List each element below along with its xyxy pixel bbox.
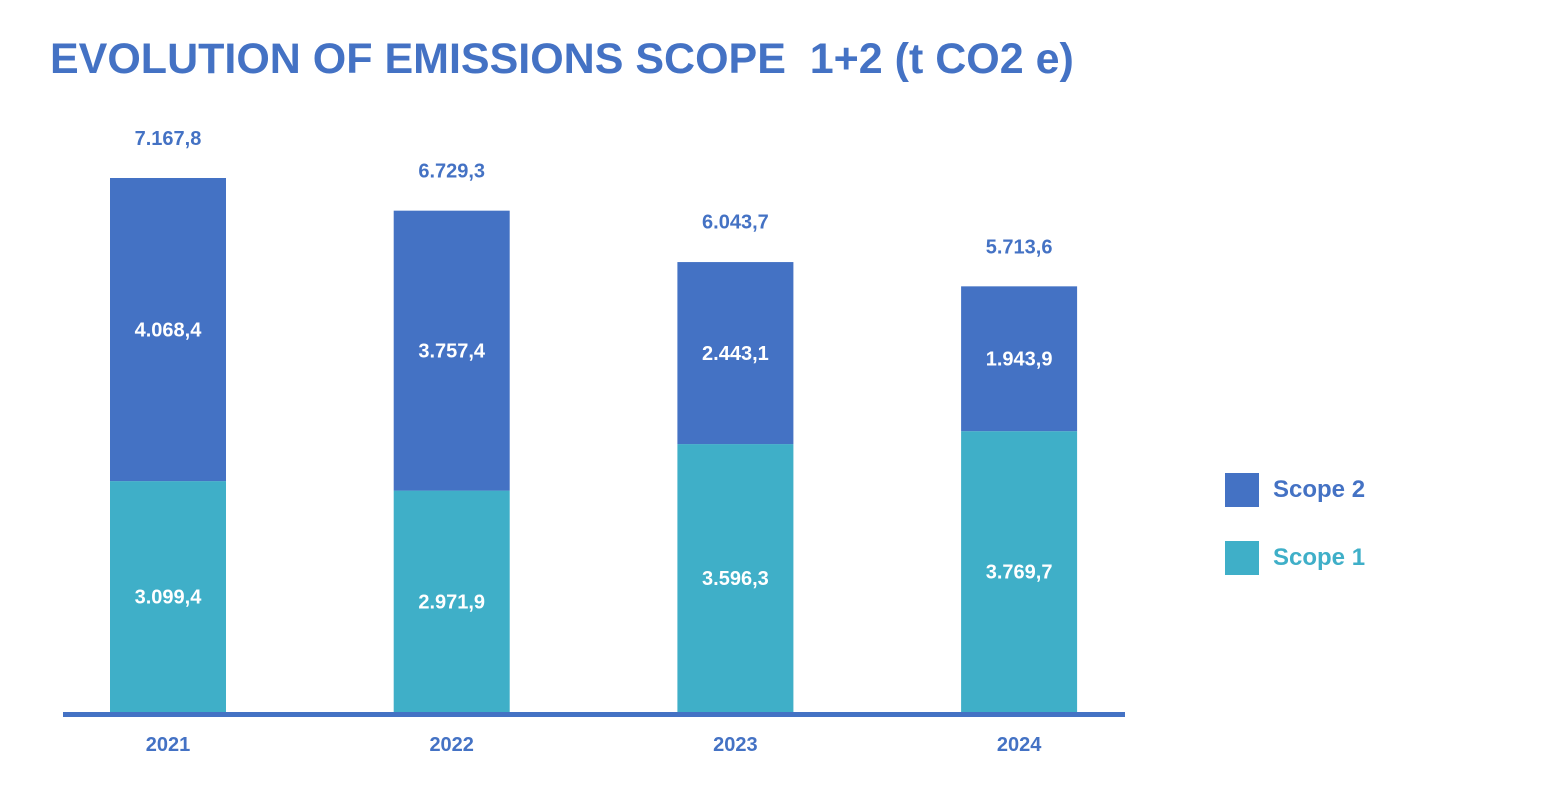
- bar-scope-1-2022: [393, 490, 510, 712]
- bar-scope-2-2021: [110, 178, 226, 482]
- legend-swatch-scope-2: [1225, 473, 1259, 507]
- x-tick-label-2021: 2021: [146, 734, 191, 756]
- legend-swatch-scope-1: [1225, 541, 1259, 575]
- data-label-scope-2-2024: 1.943,9: [986, 349, 1053, 371]
- bar-scope-1-2024: [961, 431, 1078, 712]
- data-label-scope-2-2022: 3.757,4: [418, 341, 486, 363]
- legend-label-scope-1: Scope 1: [1273, 544, 1366, 571]
- bar-scope-2-2022: [393, 210, 510, 491]
- legend-item-scope-1: Scope 1: [1225, 541, 1485, 575]
- total-label-2021: 7.167,8: [135, 128, 202, 150]
- chart-title: EVOLUTION OF EMISSIONS SCOPE 1+2 (t CO2 …: [50, 35, 1074, 83]
- x-tick-label-2022: 2022: [429, 734, 474, 756]
- bars-group: [110, 178, 1078, 712]
- data-label-scope-1-2024: 3.769,7: [986, 562, 1053, 584]
- legend-item-scope-2: Scope 2: [1225, 473, 1485, 507]
- data-label-scope-2-2023: 2.443,1: [702, 343, 769, 365]
- x-tick-label-2023: 2023: [713, 734, 758, 756]
- data-label-scope-2-2021: 4.068,4: [135, 320, 203, 342]
- x-axis-labels-group: 2021 2022 2023 2024: [146, 734, 1042, 756]
- total-label-2023: 6.043,7: [702, 212, 769, 234]
- bar-scope-2-2023: [677, 262, 794, 445]
- bar-scope-2-2024: [961, 286, 1078, 432]
- data-label-scope-1-2021: 3.099,4: [135, 587, 203, 609]
- data-label-scope-1-2023: 3.596,3: [702, 568, 769, 590]
- bar-scope-1-2023: [677, 444, 794, 712]
- segment-labels-group: 3.099,4 4.068,4 2.971,9 3.757,4 3.596,3 2.443…: [135, 320, 1053, 614]
- legend-label-scope-2: Scope 2: [1273, 476, 1366, 503]
- total-label-2022: 6.729,3: [418, 161, 485, 183]
- data-label-scope-1-2022: 2.971,9: [418, 591, 485, 613]
- total-labels-group: 7.167,8 6.729,3 6.043,7 5.713,6: [135, 128, 1053, 258]
- total-label-2024: 5.713,6: [986, 236, 1053, 258]
- x-tick-label-2024: 2024: [997, 734, 1042, 756]
- bar-scope-1-2021: [110, 481, 226, 712]
